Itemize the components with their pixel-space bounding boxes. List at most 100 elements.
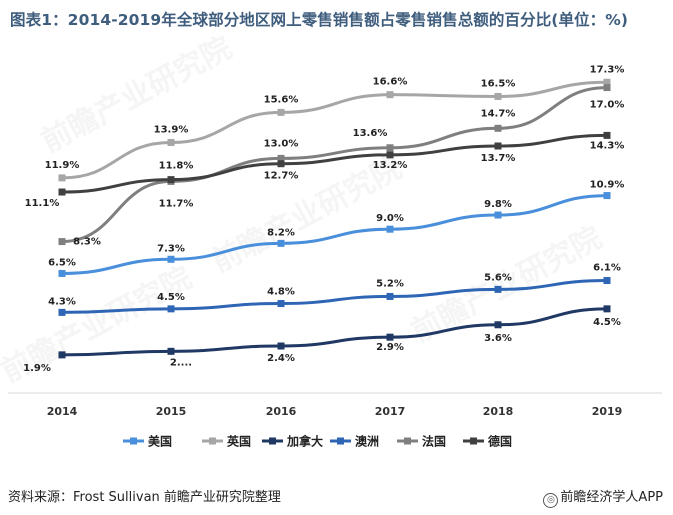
data-label: 1.9% bbox=[23, 363, 51, 374]
x-tick-label: 2014 bbox=[47, 405, 78, 418]
data-label: 8.3% bbox=[73, 237, 101, 248]
data-point-澳洲 bbox=[277, 300, 285, 308]
legend-label-德国: 德国 bbox=[488, 434, 512, 449]
data-label: 4.3% bbox=[48, 296, 76, 307]
data-label: 7.3% bbox=[157, 243, 185, 254]
data-label: 3.6% bbox=[484, 333, 512, 344]
x-tick-label: 2018 bbox=[483, 405, 514, 418]
data-point-德国 bbox=[167, 176, 175, 184]
data-point-加拿大 bbox=[386, 333, 394, 341]
x-tick-label: 2015 bbox=[156, 405, 187, 418]
data-label: 6.1% bbox=[593, 263, 621, 274]
data-point-美国 bbox=[494, 211, 502, 219]
x-tick-label: 2019 bbox=[592, 405, 623, 418]
data-point-法国 bbox=[386, 144, 394, 152]
data-point-澳洲 bbox=[494, 285, 502, 293]
data-label: 12.7% bbox=[264, 171, 299, 182]
data-point-德国 bbox=[603, 131, 611, 139]
data-point-加拿大 bbox=[58, 351, 66, 359]
data-label: 16.5% bbox=[481, 78, 516, 89]
data-point-加拿大 bbox=[277, 342, 285, 350]
data-point-美国 bbox=[603, 192, 611, 200]
page-title: 图表1：2014-2019年全球部分地区网上零售销售额占零售销售总额的百分比(单… bbox=[10, 11, 629, 29]
legend-marker bbox=[404, 437, 411, 445]
data-label: 13.7% bbox=[481, 153, 516, 164]
data-point-澳洲 bbox=[58, 308, 66, 316]
series-line-美国 bbox=[60, 194, 609, 275]
data-label: 10.9% bbox=[590, 180, 625, 191]
legend-marker bbox=[209, 437, 216, 445]
series-line-加拿大 bbox=[60, 307, 609, 357]
legend-marker bbox=[470, 437, 477, 445]
brand[interactable]: ◎ 前瞻经济学人APP bbox=[543, 486, 663, 508]
data-point-美国 bbox=[167, 255, 175, 263]
x-tick-label: 2016 bbox=[266, 405, 297, 418]
data-label: 2.4% bbox=[267, 353, 295, 364]
data-point-英国 bbox=[277, 108, 285, 116]
data-label: 8.2% bbox=[267, 227, 295, 238]
legend-label-澳洲: 澳洲 bbox=[355, 434, 379, 449]
legend-marker bbox=[337, 437, 344, 445]
data-point-德国 bbox=[494, 142, 502, 150]
data-label: 11.9% bbox=[45, 160, 80, 171]
data-point-加拿大 bbox=[494, 321, 502, 329]
data-label: 16.6% bbox=[373, 77, 408, 88]
data-label: 4.5% bbox=[593, 317, 621, 328]
data-point-德国 bbox=[386, 151, 394, 159]
legend-label-英国: 英国 bbox=[227, 434, 251, 449]
data-point-加拿大 bbox=[167, 347, 175, 355]
data-point-法国 bbox=[58, 238, 66, 246]
data-label: 6.5% bbox=[48, 257, 76, 268]
legend-label-美国: 美国 bbox=[148, 434, 172, 449]
data-label: 14.3% bbox=[590, 140, 625, 151]
data-point-德国 bbox=[277, 160, 285, 168]
data-point-英国 bbox=[603, 78, 611, 86]
legend-label-加拿大: 加拿大 bbox=[286, 434, 323, 449]
data-point-澳洲 bbox=[386, 292, 394, 300]
data-label: 17.3% bbox=[590, 64, 625, 75]
data-point-澳洲 bbox=[167, 305, 175, 313]
brand-label: 前瞻经济学人APP bbox=[560, 490, 663, 505]
data-label: 13.6% bbox=[353, 128, 388, 139]
legend-marker bbox=[130, 437, 137, 445]
data-label: 2.9% bbox=[376, 342, 404, 353]
series-line-德国 bbox=[60, 133, 609, 194]
footer: 资料来源：Frost Sullivan 前瞻产业研究院整理 ◎ 前瞻经济学人APP bbox=[0, 486, 673, 508]
legend-label-法国: 法国 bbox=[422, 434, 446, 449]
data-label: 17.0% bbox=[590, 100, 625, 111]
data-label: 2.... bbox=[170, 357, 192, 368]
data-label: 11.1% bbox=[25, 198, 60, 209]
data-point-法国 bbox=[603, 84, 611, 92]
data-point-美国 bbox=[277, 239, 285, 247]
data-point-加拿大 bbox=[603, 305, 611, 313]
data-point-英国 bbox=[494, 92, 502, 100]
x-tick-label: 2017 bbox=[375, 405, 406, 418]
line-chart: 2014 2015 2016 2017 2018 2019 6.5% 7.3% 8.2% 9.0%… bbox=[8, 64, 662, 449]
data-label: 4.8% bbox=[267, 287, 295, 298]
data-point-英国 bbox=[58, 174, 66, 182]
data-label: 13.9% bbox=[154, 124, 189, 135]
data-label: 15.6% bbox=[264, 94, 299, 105]
data-point-澳洲 bbox=[603, 277, 611, 285]
data-point-法国 bbox=[277, 154, 285, 162]
data-point-德国 bbox=[58, 188, 66, 196]
data-label: 13.0% bbox=[264, 138, 299, 149]
data-label: 9.0% bbox=[376, 213, 404, 224]
data-label: 5.2% bbox=[376, 278, 404, 289]
data-point-美国 bbox=[386, 225, 394, 233]
data-point-英国 bbox=[386, 91, 394, 99]
series-line-英国 bbox=[60, 80, 609, 180]
legend-marker bbox=[269, 437, 276, 445]
qianzhan-logo-icon: ◎ bbox=[543, 493, 559, 508]
data-label: 4.5% bbox=[157, 292, 185, 303]
data-point-美国 bbox=[58, 269, 66, 277]
data-label: 9.8% bbox=[484, 199, 512, 210]
data-label: 5.6% bbox=[484, 272, 512, 283]
data-point-英国 bbox=[167, 138, 175, 146]
series-line-法国 bbox=[60, 86, 609, 244]
series-line-澳洲 bbox=[60, 279, 609, 314]
data-label: 11.7% bbox=[159, 198, 194, 209]
data-label: 11.8% bbox=[159, 161, 194, 172]
source-note: 资料来源：Frost Sullivan 前瞻产业研究院整理 bbox=[8, 490, 281, 505]
data-point-法国 bbox=[494, 124, 502, 132]
